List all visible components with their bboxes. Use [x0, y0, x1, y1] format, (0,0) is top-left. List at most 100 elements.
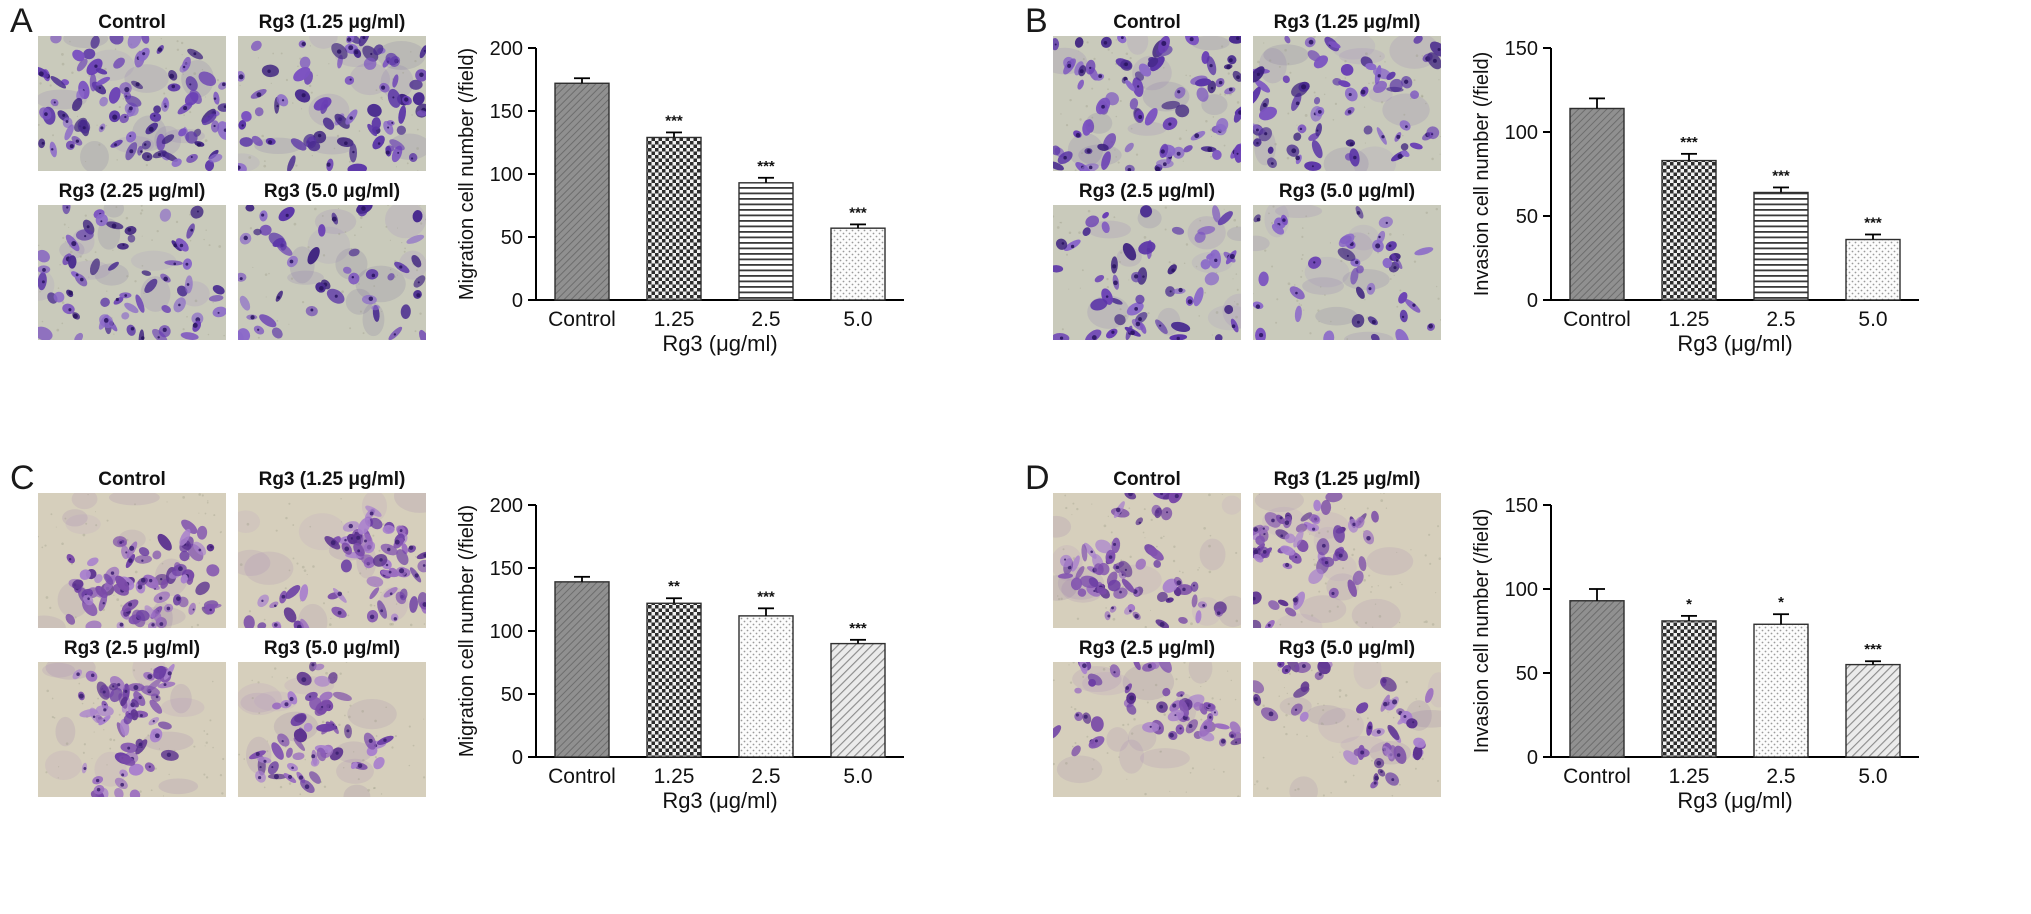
svg-text:Control: Control	[548, 765, 616, 788]
panel-d: D Control Rg3 (1.25 μg/ml) Rg3 (2.5 μg/m…	[1015, 457, 2031, 914]
svg-text:***: ***	[849, 620, 867, 637]
svg-text:1.25: 1.25	[654, 765, 695, 788]
micrograph: Control	[1053, 10, 1241, 171]
micrograph-image	[1253, 36, 1441, 171]
svg-text:*: *	[1778, 594, 1784, 611]
svg-text:150: 150	[1505, 495, 1538, 517]
micrograph-image	[38, 662, 226, 797]
micrograph-label: Rg3 (2.5 μg/ml)	[1078, 638, 1216, 659]
svg-text:150: 150	[490, 101, 523, 123]
svg-text:Invasion cell number (/field): Invasion cell number (/field)	[1471, 509, 1493, 754]
svg-text:5.0: 5.0	[843, 308, 872, 331]
micrograph: Rg3 (2.5 μg/ml)	[1053, 636, 1241, 797]
micrograph-label: Rg3 (1.25 μg/ml)	[258, 12, 406, 33]
micrograph-label: Control	[98, 469, 166, 490]
micrograph-label: Control	[98, 12, 166, 33]
micrograph: Rg3 (2.5 μg/ml)	[1053, 179, 1241, 340]
micrograph-image	[1053, 493, 1241, 628]
panel-c: C Control Rg3 (1.25 μg/ml) Rg3 (2.5 μg/m…	[0, 457, 1015, 914]
svg-text:2.5: 2.5	[1766, 308, 1795, 331]
micrograph: Rg3 (1.25 μg/ml)	[1253, 467, 1441, 628]
panel-letter: D	[1025, 459, 1050, 497]
micrograph-image	[238, 36, 426, 171]
micrograph: Rg3 (2.25 μg/ml)	[38, 179, 226, 340]
svg-text:2.5: 2.5	[751, 308, 780, 331]
svg-text:100: 100	[1505, 579, 1538, 601]
svg-text:Migration cell number (/field): Migration cell number (/field)	[456, 48, 478, 300]
micrograph: Rg3 (5.0 μg/ml)	[1253, 636, 1441, 797]
chart-area: 0 50 100 150 200 Migration cell number (/fiel…	[452, 479, 914, 826]
svg-text:5.0: 5.0	[1858, 765, 1887, 788]
svg-text:50: 50	[1516, 663, 1538, 685]
micrograph-label: Rg3 (1.25 μg/ml)	[258, 469, 406, 490]
micrograph-label: Rg3 (1.25 μg/ml)	[1273, 12, 1421, 33]
micrograph-image	[238, 493, 426, 628]
svg-text:***: ***	[757, 588, 775, 605]
svg-text:Control: Control	[1563, 765, 1631, 788]
svg-text:50: 50	[501, 227, 523, 249]
micrograph: Rg3 (5.0 μg/ml)	[238, 179, 426, 340]
micrograph: Control	[38, 10, 226, 171]
svg-text:150: 150	[490, 558, 523, 580]
panel-a: A Control Rg3 (1.25 μg/ml) Rg3 (2.25 μg/…	[0, 0, 1015, 457]
svg-text:Control: Control	[1563, 308, 1631, 331]
micrograph-image	[1053, 36, 1241, 171]
svg-text:***: ***	[1772, 167, 1790, 184]
svg-text:5.0: 5.0	[1858, 308, 1887, 331]
bar-chart: 0 50 100 150 200 Migration cell number (/fiel…	[456, 38, 904, 356]
micrograph-grid: Control Rg3 (1.25 μg/ml) Rg3 (2.5 μg/ml)…	[1053, 10, 1441, 340]
micrograph: Rg3 (5.0 μg/ml)	[238, 636, 426, 797]
svg-text:Rg3 (μg/ml): Rg3 (μg/ml)	[662, 788, 777, 813]
panel-b: B Control Rg3 (1.25 μg/ml) Rg3 (2.5 μg/m…	[1015, 0, 2031, 457]
chart-area: 0 50 100 150 Invasion cell number (/field) Co…	[1467, 479, 1929, 826]
bar-chart: 0 50 100 150 Invasion cell number (/field) Co…	[1471, 495, 1919, 813]
svg-text:***: ***	[665, 112, 683, 129]
micrograph: Control	[1053, 467, 1241, 628]
svg-text:Rg3 (μg/ml): Rg3 (μg/ml)	[1677, 331, 1792, 356]
micrograph-image	[1253, 662, 1441, 797]
svg-text:***: ***	[1864, 641, 1882, 658]
svg-text:Rg3 (μg/ml): Rg3 (μg/ml)	[1677, 788, 1792, 813]
svg-text:5.0: 5.0	[843, 765, 872, 788]
micrograph: Rg3 (1.25 μg/ml)	[1253, 10, 1441, 171]
micrograph: Rg3 (1.25 μg/ml)	[238, 467, 426, 628]
svg-text:***: ***	[1680, 134, 1698, 151]
svg-text:100: 100	[490, 621, 523, 643]
svg-text:***: ***	[757, 158, 775, 175]
svg-text:0: 0	[1527, 747, 1538, 769]
svg-text:***: ***	[849, 204, 867, 221]
svg-text:2.5: 2.5	[751, 765, 780, 788]
svg-text:50: 50	[501, 684, 523, 706]
svg-text:Control: Control	[548, 308, 616, 331]
micrograph: Control	[38, 467, 226, 628]
svg-text:*: *	[1686, 596, 1692, 613]
micrograph-grid: Control Rg3 (1.25 μg/ml) Rg3 (2.5 μg/ml)…	[1053, 467, 1441, 797]
svg-text:***: ***	[1864, 214, 1882, 231]
micrograph-label: Control	[1113, 469, 1181, 490]
micrograph-image	[1053, 662, 1241, 797]
micrograph-label: Rg3 (2.25 μg/ml)	[58, 181, 206, 202]
svg-text:Rg3 (μg/ml): Rg3 (μg/ml)	[662, 331, 777, 356]
micrograph: Rg3 (1.25 μg/ml)	[238, 10, 426, 171]
svg-text:1.25: 1.25	[1669, 308, 1710, 331]
svg-text:1.25: 1.25	[654, 308, 695, 331]
svg-text:200: 200	[490, 38, 523, 60]
micrograph: Rg3 (2.5 μg/ml)	[38, 636, 226, 797]
bar-chart: 0 50 100 150 Invasion cell number (/field) Co…	[1471, 38, 1919, 356]
svg-text:150: 150	[1505, 38, 1538, 60]
panel-letter: B	[1025, 2, 1048, 40]
micrograph-label: Rg3 (2.5 μg/ml)	[63, 638, 201, 659]
svg-text:200: 200	[490, 495, 523, 517]
micrograph: Rg3 (5.0 μg/ml)	[1253, 179, 1441, 340]
svg-text:100: 100	[1505, 122, 1538, 144]
micrograph-label: Control	[1113, 12, 1181, 33]
micrograph-image	[38, 493, 226, 628]
svg-text:50: 50	[1516, 206, 1538, 228]
svg-text:Invasion cell number (/field): Invasion cell number (/field)	[1471, 52, 1493, 297]
svg-text:100: 100	[490, 164, 523, 186]
micrograph-image	[238, 205, 426, 340]
micrograph-image	[38, 205, 226, 340]
micrograph-label: Rg3 (1.25 μg/ml)	[1273, 469, 1421, 490]
micrograph-label: Rg3 (5.0 μg/ml)	[1278, 638, 1416, 659]
